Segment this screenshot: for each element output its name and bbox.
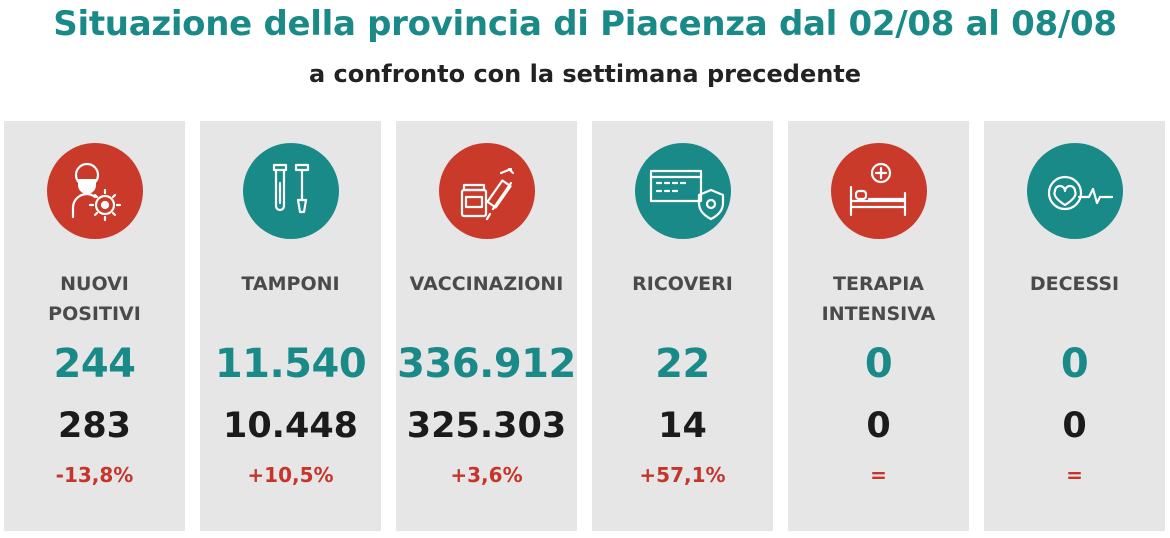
previous-week-value: 325.303: [406, 406, 567, 446]
card-label: NUOVI POSITIVI: [48, 273, 141, 325]
page-subtitle: a confronto con la settimana precedente: [308, 60, 862, 88]
stats-cards: NUOVI POSITIVI 244 283 -13,8% TAMPONI 11…: [4, 121, 1165, 531]
previous-week-value: 14: [658, 406, 707, 446]
heart-pulse-icon: [1027, 143, 1123, 239]
current-week-value: 0: [1060, 341, 1089, 387]
hospital-bed-icon: [831, 143, 927, 239]
previous-week-value: 0: [866, 406, 891, 446]
card-label: RICOVERI: [632, 273, 733, 295]
percent-change: +10,5%: [247, 463, 334, 487]
percent-change: =: [870, 463, 887, 487]
card-terapia-intensiva: TERAPIA INTENSIVA 0 0 =: [788, 121, 969, 531]
vaccine-syringe-icon: [439, 143, 535, 239]
percent-change: +57,1%: [639, 463, 726, 487]
percent-change: +3,6%: [450, 463, 523, 487]
card-ricoveri: RICOVERI 22 14 +57,1%: [592, 121, 773, 531]
percent-change: -13,8%: [55, 463, 134, 487]
test-tubes-icon: [243, 143, 339, 239]
percent-change: =: [1066, 463, 1083, 487]
card-label: TERAPIA INTENSIVA: [821, 273, 936, 325]
current-week-value: 336.912: [397, 341, 576, 387]
card-nuovi-positivi: NUOVI POSITIVI 244 283 -13,8%: [4, 121, 185, 531]
current-week-value: 22: [655, 341, 710, 387]
previous-week-value: 0: [1062, 406, 1087, 446]
card-decessi: DECESSI 0 0 =: [984, 121, 1165, 531]
card-label: VACCINAZIONI: [409, 273, 564, 295]
previous-week-value: 283: [57, 406, 132, 446]
current-week-value: 11.540: [214, 341, 367, 387]
card-vaccinazioni: VACCINAZIONI 336.912 325.303 +3,6%: [396, 121, 577, 531]
card-label: TAMPONI: [241, 273, 340, 295]
hospital-shield-icon: [635, 143, 731, 239]
page-title: Situazione della provincia di Piacenza d…: [53, 4, 1117, 44]
current-week-value: 244: [53, 341, 137, 387]
person-virus-icon: [47, 143, 143, 239]
previous-week-value: 10.448: [222, 406, 359, 446]
current-week-value: 0: [864, 341, 893, 387]
card-tamponi: TAMPONI 11.540 10.448 +10,5%: [200, 121, 381, 531]
card-label: DECESSI: [1029, 273, 1120, 295]
